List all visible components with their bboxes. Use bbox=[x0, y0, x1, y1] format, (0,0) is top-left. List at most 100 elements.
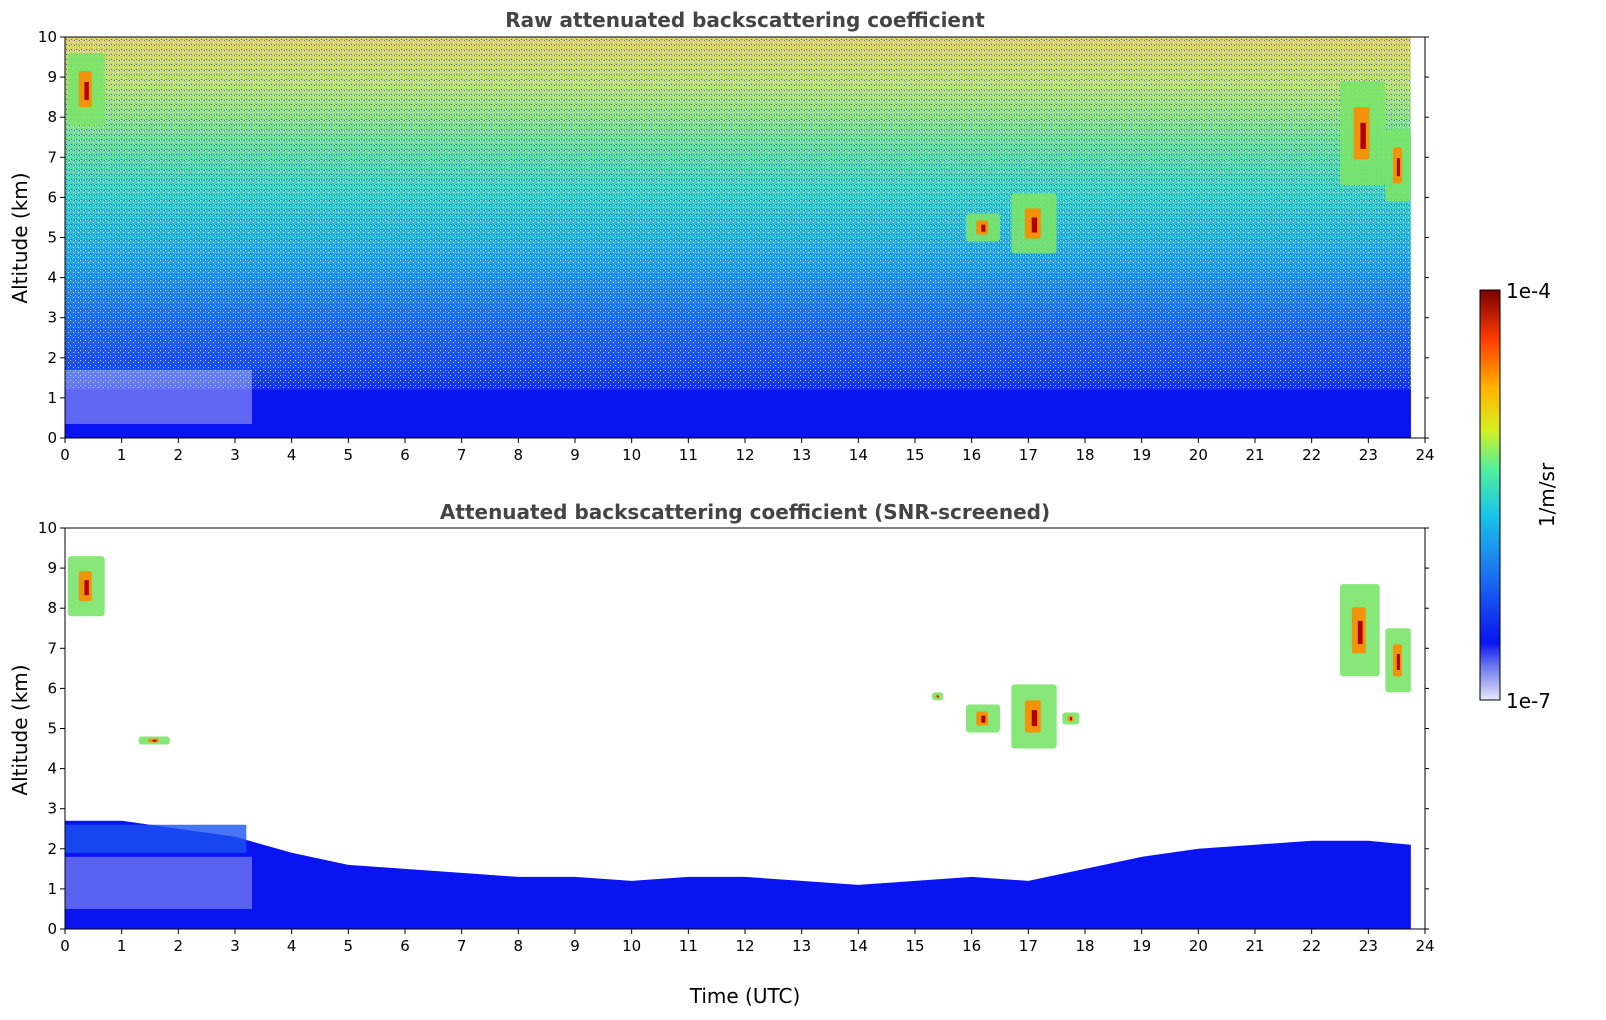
raw-cloud-4 bbox=[1340, 81, 1386, 186]
snr-x-tick-label: 18 bbox=[1075, 937, 1094, 955]
snr-x-tick-label: 8 bbox=[514, 937, 524, 955]
raw-y-tick-label: 10 bbox=[38, 28, 57, 46]
snr-y-tick-label: 9 bbox=[47, 559, 57, 577]
snr-x-tick-label: 9 bbox=[570, 937, 580, 955]
raw-cloud-2 bbox=[966, 213, 1000, 242]
snr-cloud-2 bbox=[138, 736, 170, 745]
raw-x-tick-label: 22 bbox=[1302, 446, 1321, 464]
snr-panel-title: Attenuated backscattering coefficient (S… bbox=[440, 500, 1050, 524]
raw-x-tick-label: 0 bbox=[60, 446, 70, 464]
raw-x-tick-label: 5 bbox=[344, 446, 354, 464]
raw-low-signal-region bbox=[65, 369, 252, 424]
raw-y-tick-label: 4 bbox=[47, 269, 57, 287]
snr-x-tick-label: 17 bbox=[1019, 937, 1038, 955]
raw-boundary-layer bbox=[65, 389, 1411, 438]
snr-axes: 0 1 2 3 4 5 6 7 8 9 10 11 12 13 14 15 16 17 18 19 20 21 22 23 24… bbox=[38, 519, 1435, 955]
snr-y-tick-label: 1 bbox=[47, 880, 57, 898]
snr-y-tick-label: 2 bbox=[47, 840, 57, 858]
raw-panel-title: Raw attenuated backscattering coefficien… bbox=[505, 8, 985, 32]
raw-x-tick-label: 21 bbox=[1245, 446, 1264, 464]
raw-y-tick-label: 8 bbox=[47, 108, 57, 126]
raw-x-tick-label: 23 bbox=[1359, 446, 1378, 464]
raw-x-tick-label: 17 bbox=[1019, 446, 1038, 464]
raw-y-tick-label: 3 bbox=[47, 309, 57, 327]
raw-x-tick-label: 24 bbox=[1415, 446, 1434, 464]
raw-x-tick-label: 11 bbox=[679, 446, 698, 464]
snr-y-tick-label: 3 bbox=[47, 800, 57, 818]
raw-noise-speckle bbox=[65, 37, 1411, 390]
snr-y-tick-label: 5 bbox=[47, 720, 57, 738]
raw-axes: 0 1 2 3 4 5 6 7 8 9 10 11 12 13 14 15 16 17 18 19 20 21 22 23 24… bbox=[38, 28, 1435, 464]
raw-x-tick-label: 8 bbox=[514, 446, 524, 464]
snr-y-axis-label: Altitude (km) bbox=[8, 664, 32, 795]
raw-x-tick-label: 10 bbox=[622, 446, 641, 464]
snr-x-tick-label: 10 bbox=[622, 937, 641, 955]
snr-x-tick-label: 0 bbox=[60, 937, 70, 955]
raw-x-tick-label: 9 bbox=[570, 446, 580, 464]
snr-x-tick-label: 15 bbox=[905, 937, 924, 955]
snr-y-tick-label: 6 bbox=[47, 679, 57, 697]
raw-cloud-5 bbox=[1385, 129, 1411, 202]
colorbar-min-label: 1e-7 bbox=[1506, 689, 1551, 713]
snr-x-tick-label: 24 bbox=[1415, 937, 1434, 955]
snr-y-tick-label: 4 bbox=[47, 760, 57, 778]
raw-x-tick-label: 13 bbox=[792, 446, 811, 464]
snr-x-tick-label: 11 bbox=[679, 937, 698, 955]
snr-y-tick-label: 10 bbox=[38, 519, 57, 537]
raw-x-tick-label: 4 bbox=[287, 446, 297, 464]
snr-y-tick-label: 7 bbox=[47, 639, 57, 657]
colorbar-max-label: 1e-4 bbox=[1506, 279, 1551, 303]
snr-heatmap-area bbox=[65, 556, 1411, 929]
raw-x-tick-label: 3 bbox=[230, 446, 240, 464]
raw-y-tick-label: 2 bbox=[47, 349, 57, 367]
snr-upper-aerosol bbox=[65, 824, 247, 853]
snr-x-tick-label: 22 bbox=[1302, 937, 1321, 955]
raw-x-tick-label: 20 bbox=[1189, 446, 1208, 464]
raw-backscatter-panel: Raw attenuated backscattering coefficien… bbox=[8, 8, 1435, 464]
snr-x-tick-label: 5 bbox=[344, 937, 354, 955]
raw-cloud-1 bbox=[67, 53, 105, 126]
snr-cloud-8 bbox=[1385, 628, 1411, 693]
snr-cloud-5 bbox=[1011, 684, 1057, 749]
raw-x-tick-label: 19 bbox=[1132, 446, 1151, 464]
raw-x-tick-label: 15 bbox=[905, 446, 924, 464]
snr-x-tick-label: 7 bbox=[457, 937, 467, 955]
raw-y-axis-label: Altitude (km) bbox=[8, 172, 32, 303]
raw-heatmap-area bbox=[65, 37, 1411, 438]
snr-x-tick-label: 6 bbox=[400, 937, 410, 955]
x-axis-label: Time (UTC) bbox=[689, 984, 801, 1008]
raw-y-tick-label: 6 bbox=[47, 188, 57, 206]
snr-x-tick-label: 14 bbox=[849, 937, 868, 955]
raw-x-tick-label: 7 bbox=[457, 446, 467, 464]
snr-x-tick-label: 21 bbox=[1245, 937, 1264, 955]
raw-x-tick-label: 2 bbox=[174, 446, 184, 464]
raw-x-tick-label: 14 bbox=[849, 446, 868, 464]
colorbar-unit-label: 1/m/sr bbox=[1535, 462, 1559, 527]
raw-y-tick-label: 1 bbox=[47, 389, 57, 407]
snr-y-tick-label: 0 bbox=[47, 920, 57, 938]
raw-x-tick-label: 12 bbox=[735, 446, 754, 464]
snr-x-tick-label: 23 bbox=[1359, 937, 1378, 955]
snr-x-tick-label: 19 bbox=[1132, 937, 1151, 955]
snr-low-signal-region bbox=[65, 856, 252, 909]
raw-y-tick-label: 9 bbox=[47, 68, 57, 86]
raw-y-tick-label: 0 bbox=[47, 429, 57, 447]
snr-boundary-layer bbox=[65, 820, 1411, 929]
snr-x-tick-label: 1 bbox=[117, 937, 127, 955]
raw-x-tick-label: 1 bbox=[117, 446, 127, 464]
snr-screened-panel: Attenuated backscattering coefficient (S… bbox=[8, 500, 1435, 1008]
snr-cloud-4 bbox=[966, 704, 1000, 733]
snr-x-tick-label: 12 bbox=[735, 937, 754, 955]
snr-x-tick-label: 4 bbox=[287, 937, 297, 955]
raw-y-tick-label: 7 bbox=[47, 148, 57, 166]
snr-x-tick-label: 2 bbox=[174, 937, 184, 955]
snr-x-tick-label: 16 bbox=[962, 937, 981, 955]
snr-x-tick-label: 20 bbox=[1189, 937, 1208, 955]
snr-x-tick-label: 3 bbox=[230, 937, 240, 955]
colorbar: 1e-4 1e-7 1/m/sr bbox=[1479, 279, 1559, 713]
raw-x-tick-label: 6 bbox=[400, 446, 410, 464]
raw-y-tick-label: 5 bbox=[47, 229, 57, 247]
raw-cloud-3 bbox=[1011, 193, 1057, 254]
snr-cloud-3 bbox=[932, 692, 944, 701]
